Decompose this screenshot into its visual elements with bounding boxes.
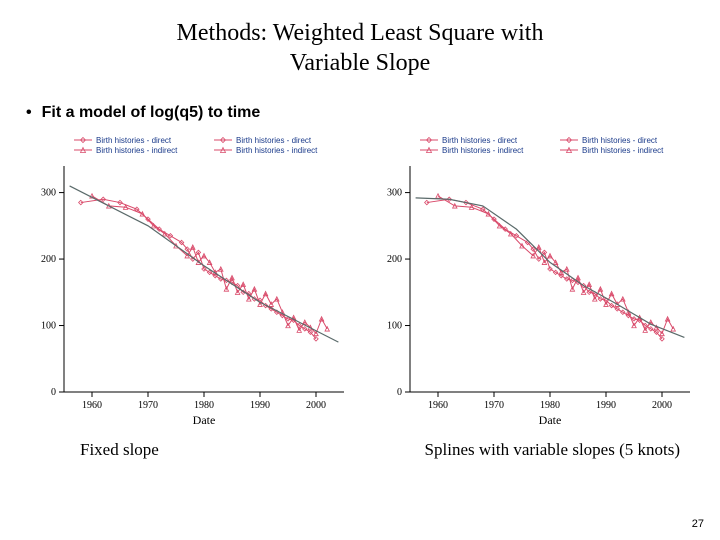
svg-text:Birth histories - direct: Birth histories - direct — [442, 136, 518, 145]
svg-text:100: 100 — [41, 321, 56, 332]
svg-text:0: 0 — [397, 387, 402, 398]
caption-left: Fixed slope — [80, 440, 159, 460]
charts-row: 196019701980199020000100200300DateBirth … — [22, 132, 698, 432]
svg-text:Date: Date — [539, 413, 562, 427]
svg-text:300: 300 — [387, 188, 402, 199]
svg-text:Birth histories - indirect: Birth histories - indirect — [442, 146, 524, 155]
chart-left: 1960 1970 1980 1990 2000 0 100 200 300 Date Birth … — [22, 132, 352, 432]
chart-left-svg: 1960 1970 1980 1990 2000 0 100 200 300 Date Birth … — [22, 132, 352, 432]
svg-text:2000: 2000 — [652, 400, 672, 411]
svg-text:Birth histories - indirect: Birth histories - indirect — [582, 146, 664, 155]
chart-right: 1960 1970 1980 1990 2000 0 100 200 300 Date Birth … — [368, 132, 698, 432]
svg-text:Birth histories - indirect: Birth histories - indirect — [96, 146, 178, 155]
svg-text:Birth histories - direct: Birth histories - direct — [236, 136, 312, 145]
title-line-2: Variable Slope — [290, 50, 431, 76]
svg-text:1990: 1990 — [250, 400, 270, 411]
slide-title: Methods: Weighted Least Square with Vari… — [0, 0, 720, 78]
svg-text:1960: 1960 — [82, 400, 102, 411]
svg-text:1980: 1980 — [540, 400, 560, 411]
svg-text:1970: 1970 — [138, 400, 158, 411]
svg-text:1970: 1970 — [484, 400, 504, 411]
chart-right-svg: 1960 1970 1980 1990 2000 0 100 200 300 Date Birth … — [368, 132, 698, 432]
svg-text:0: 0 — [51, 387, 56, 398]
svg-text:1960: 1960 — [428, 400, 448, 411]
bullet-item: • Fit a model of log(q5) to time — [26, 104, 720, 122]
svg-text:Birth histories - indirect: Birth histories - indirect — [236, 146, 318, 155]
svg-text:2000: 2000 — [306, 400, 326, 411]
svg-text:Date: Date — [193, 413, 216, 427]
svg-text:1990: 1990 — [596, 400, 616, 411]
svg-text:100: 100 — [387, 321, 402, 332]
svg-text:200: 200 — [41, 254, 56, 265]
caption-right: Splines with variable slopes (5 knots) — [425, 440, 680, 460]
svg-text:Birth histories - direct: Birth histories - direct — [96, 136, 172, 145]
page-number: 27 — [692, 518, 704, 530]
svg-text:Birth histories - direct: Birth histories - direct — [582, 136, 658, 145]
bullet-dot: • — [26, 104, 32, 121]
svg-text:300: 300 — [41, 188, 56, 199]
title-line-1: Methods: Weighted Least Square with — [177, 20, 544, 46]
captions-row: Fixed slope Splines with variable slopes… — [30, 440, 690, 460]
svg-text:200: 200 — [387, 254, 402, 265]
bullet-text: Fit a model of log(q5) to time — [42, 104, 261, 121]
svg-text:1980: 1980 — [194, 400, 214, 411]
